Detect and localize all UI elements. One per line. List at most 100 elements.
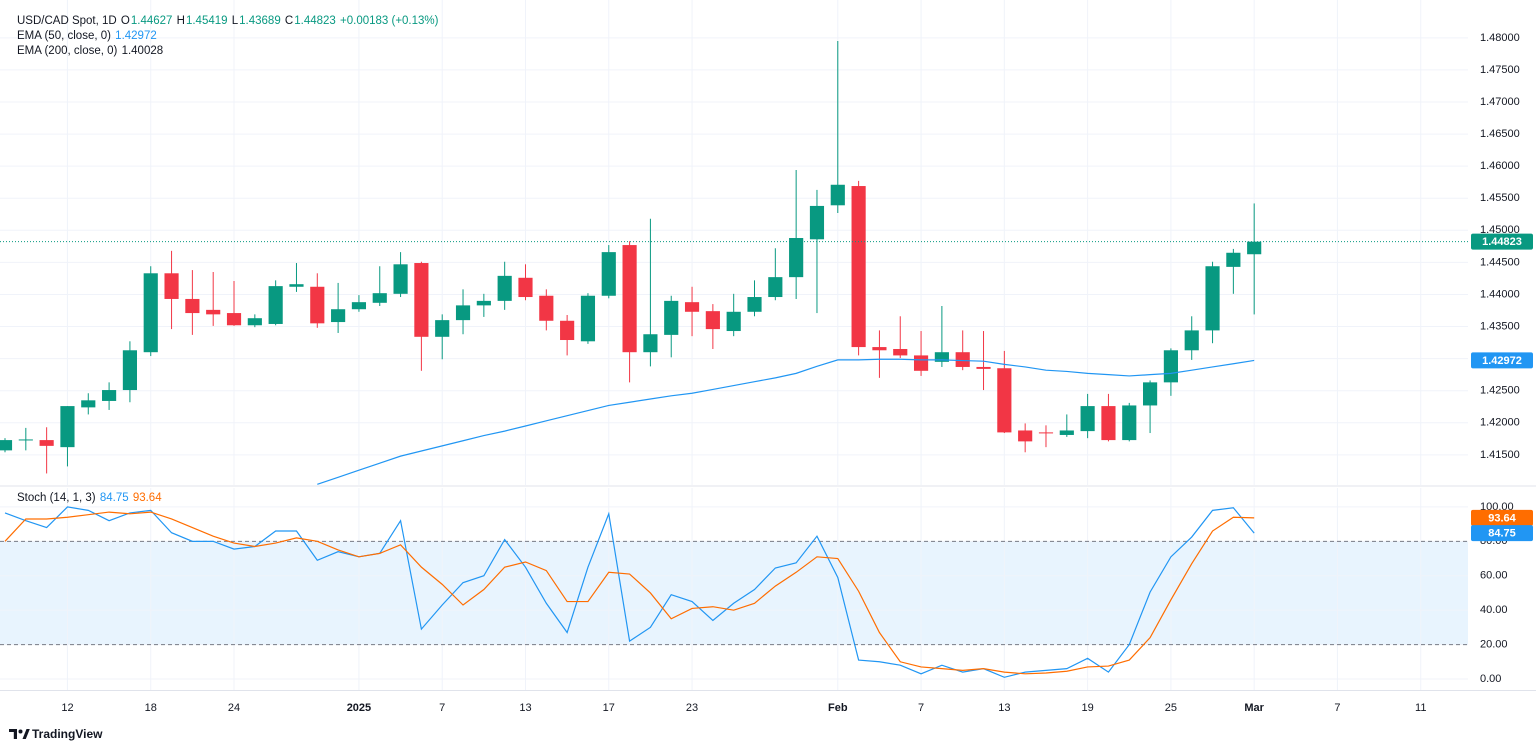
candle-body [705, 311, 720, 330]
y-tick-label: 1.44000 [1480, 288, 1520, 300]
candle-body [206, 309, 221, 315]
candle-body [913, 355, 929, 371]
candle-body [310, 286, 325, 324]
candle-body [1247, 241, 1262, 255]
candle-body [39, 440, 54, 446]
stoch-legend: Stoch (14, 1, 3) 84.75 93.64 [17, 491, 163, 506]
y-tick-label: 1.47500 [1480, 64, 1520, 76]
candle-body [0, 440, 13, 451]
x-tick-label: 19 [1081, 702, 1093, 714]
x-tick-label: 12 [61, 702, 73, 714]
candle-body [1059, 430, 1074, 435]
ohlc-value: 1.44823 [294, 15, 336, 27]
price-badge-label: 93.64 [1488, 512, 1516, 524]
x-tick-label: 17 [603, 702, 615, 714]
y-tick-label: 20.00 [1480, 638, 1508, 650]
ohlc-value: 1.45419 [185, 15, 228, 27]
candle-body [955, 352, 970, 367]
candle-body [18, 439, 33, 441]
x-tick-label: Mar [1244, 702, 1264, 714]
y-tick-label: 1.46500 [1480, 128, 1520, 140]
candle-body [268, 286, 283, 324]
candle-body [747, 297, 762, 312]
price-pane [0, 0, 1468, 485]
price-badge-label: 1.42972 [1482, 355, 1522, 367]
y-tick-label: 0.00 [1480, 673, 1501, 685]
candle-body [1038, 432, 1054, 434]
candle-body [1226, 252, 1241, 267]
candle-body [809, 205, 825, 240]
y-tick-label: 1.46000 [1480, 160, 1520, 172]
price-badge [1471, 509, 1533, 526]
candle-body [289, 284, 304, 287]
candle-body [497, 275, 512, 301]
indicator-value: 93.64 [132, 492, 162, 504]
candle-body [580, 295, 596, 342]
candle-body [81, 400, 96, 408]
candle-body [664, 300, 679, 335]
candle-body [1101, 406, 1116, 441]
candle-body [164, 273, 179, 299]
price-badge [1471, 233, 1533, 250]
legend-row: EMA (50, close, 0) 1.42972 [17, 29, 439, 44]
x-tick-label: 13 [998, 702, 1010, 714]
candle-body [789, 238, 804, 278]
y-tick-label: 1.45500 [1480, 192, 1520, 204]
candle-body [60, 406, 75, 448]
candle-body [331, 309, 346, 323]
indicator-value: 1.42972 [115, 30, 157, 42]
candle-body [455, 305, 471, 321]
candle-body [1205, 266, 1220, 331]
candle-body [1122, 405, 1137, 441]
candle-body [476, 300, 491, 306]
y-tick-label: 1.45000 [1480, 224, 1520, 236]
candle-body [684, 302, 700, 312]
candle-body [518, 277, 533, 298]
y-tick-label: 1.44500 [1480, 256, 1520, 268]
price-badge-label: 1.44823 [1482, 236, 1522, 248]
legend-row: EMA (200, close, 0) 1.40028 [17, 44, 439, 59]
candle-body [768, 277, 783, 298]
x-tick-label: 13 [519, 702, 531, 714]
candle-body [1018, 430, 1033, 442]
x-tick-label: 7 [918, 702, 924, 714]
ohlc-prefix: O [120, 15, 130, 27]
candle-body [1080, 406, 1095, 432]
x-tick-label: Feb [828, 702, 848, 714]
x-tick-label: 24 [228, 702, 240, 714]
price-badge [1471, 352, 1533, 369]
candle-body [830, 184, 845, 206]
y-tick-label: 1.42500 [1480, 385, 1520, 397]
brand-name: TradingView [32, 727, 103, 741]
candle-body [643, 334, 658, 353]
x-tick-label: 11 [1415, 702, 1426, 714]
ohlc-prefix: H [176, 15, 185, 27]
y-tick-label: 40.00 [1480, 604, 1508, 616]
candle-body [934, 352, 949, 362]
candle-body [1184, 330, 1199, 351]
indicator-name: Stoch (14, 1, 3) [17, 492, 96, 504]
y-tick-label: 60.00 [1480, 570, 1508, 582]
indicator-value: 84.75 [99, 492, 129, 504]
candle-body [393, 264, 408, 294]
candle-body [247, 318, 262, 326]
x-tick-label: 2025 [347, 702, 371, 714]
candle-body [893, 348, 908, 356]
stoch-line [4, 506, 1255, 678]
candle-body [226, 313, 242, 326]
indicator-name: EMA (200, close, 0) [17, 45, 118, 57]
legend-row: USD/CAD Spot, 1D O1.44627 H1.45419 L1.43… [17, 14, 439, 29]
candle-body [185, 298, 200, 314]
ohlc-prefix: L [231, 15, 239, 27]
y-tick-label: 1.48000 [1480, 32, 1520, 44]
candle-body [726, 311, 741, 332]
stoch-line [4, 511, 1255, 675]
candle-body [851, 186, 866, 348]
candle-body [560, 320, 575, 341]
candle-body [997, 368, 1012, 433]
candle-body [872, 347, 887, 351]
axis-layer: 12 18 24 2025 7 13 17 23 Feb 7 13 19 25 Mar 7 11 1.41500… [61, 32, 1533, 714]
symbol-title: USD/CAD Spot, 1D [17, 15, 117, 27]
